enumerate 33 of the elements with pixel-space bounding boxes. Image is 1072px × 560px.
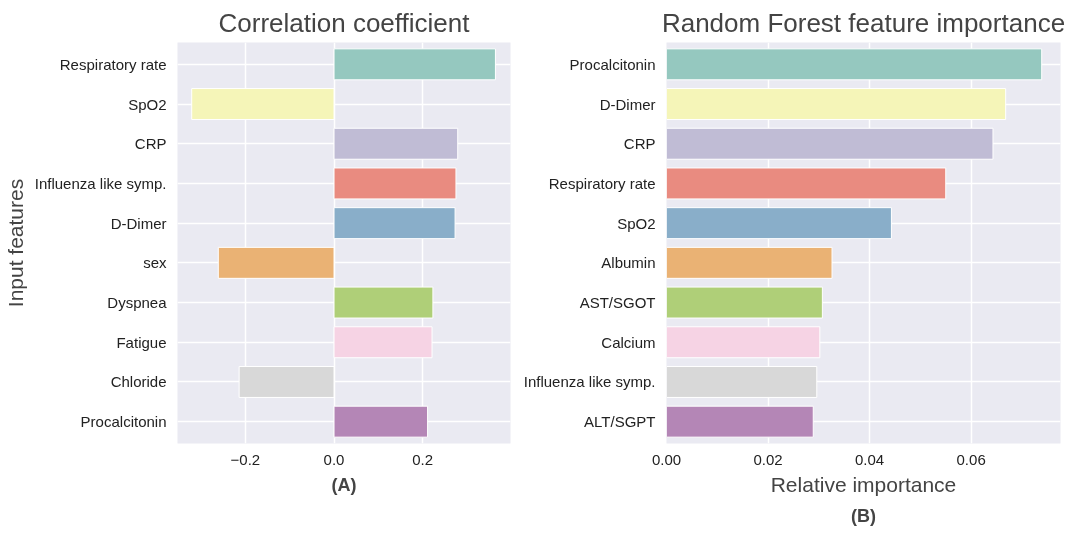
chart-title: Correlation coefficient bbox=[218, 7, 471, 38]
x-tick-label: 0.00 bbox=[651, 450, 682, 468]
y-tick-label: Procalcitonin bbox=[80, 413, 167, 431]
text: (A) bbox=[331, 474, 357, 495]
y-tick-label: Chloride bbox=[110, 373, 167, 391]
y-tick-label: Influenza like symp. bbox=[34, 174, 167, 192]
y-tick-label: Fatigue bbox=[116, 333, 167, 351]
y-tick-label: Dyspnea bbox=[107, 294, 168, 312]
x-tick-label: 0.04 bbox=[855, 450, 885, 468]
text: (B) bbox=[851, 505, 877, 526]
y-tick-label: Influenza like symp. bbox=[523, 373, 656, 391]
x-tick-label: 0.0 bbox=[323, 450, 345, 468]
x-tick-label: 0.02 bbox=[753, 450, 783, 468]
chart-title: Random Forest feature importance bbox=[661, 7, 1066, 38]
y-tick-label: sex bbox=[143, 254, 167, 272]
y-tick-label: Respiratory rate bbox=[548, 174, 656, 192]
y-axis-title: Input features bbox=[3, 178, 27, 308]
y-tick-label: ALT/SGPT bbox=[584, 413, 656, 431]
x-tick-label: 0.2 bbox=[412, 450, 434, 468]
x-tick-label: −0.2 bbox=[230, 450, 261, 468]
y-tick-label: SpO2 bbox=[617, 214, 656, 232]
x-tick-label: 0.06 bbox=[956, 450, 986, 468]
y-tick-label: AST/SGOT bbox=[579, 294, 656, 312]
y-tick-label: D-Dimer bbox=[599, 95, 656, 113]
y-tick-label: Calcium bbox=[601, 333, 656, 351]
y-tick-label: Respiratory rate bbox=[59, 55, 167, 73]
y-tick-label: Procalcitonin bbox=[569, 55, 656, 73]
x-axis-title: Relative importance bbox=[770, 472, 957, 496]
y-tick-label: D-Dimer bbox=[110, 214, 167, 232]
y-tick-label: Albumin bbox=[601, 254, 656, 272]
y-tick-label: CRP bbox=[623, 135, 656, 153]
y-tick-label: CRP bbox=[134, 135, 167, 153]
y-tick-label: SpO2 bbox=[128, 95, 167, 113]
